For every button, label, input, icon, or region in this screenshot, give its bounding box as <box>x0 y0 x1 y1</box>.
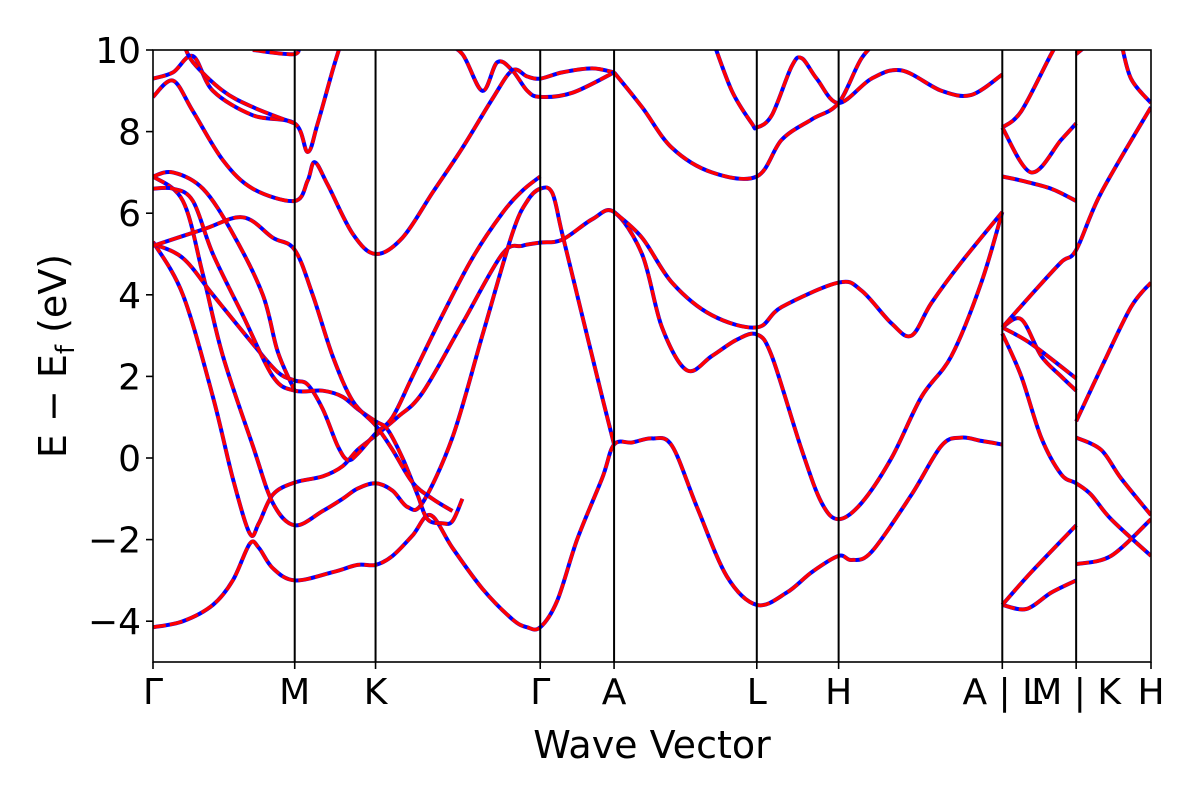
y-tick-label-6: 8 <box>118 113 141 154</box>
x-tick-label-2: K <box>364 672 389 713</box>
band-line-b-22 <box>1000 106 1151 329</box>
band-line-b-21 <box>1001 50 1056 129</box>
band-line-b-26 <box>1075 517 1151 566</box>
band-line-a-28 <box>1120 50 1151 105</box>
x-tick-label-4: A <box>602 672 627 713</box>
y-axis-ticks: −4 −2 0 2 4 6 8 10 <box>88 31 153 643</box>
band-line-b-18 <box>1001 316 1078 392</box>
x-tick-label-9: H <box>1137 672 1164 713</box>
x-tick-label-3: Γ <box>530 672 550 713</box>
x-axis-ticks: Γ M K Γ A L H A | LM | K H <box>143 662 1165 713</box>
x-tick-label-7: A | L <box>962 672 1042 713</box>
band-line-b-20 <box>1001 174 1077 203</box>
band-line-b-17 <box>1000 332 1151 558</box>
x-tick-label-8: M | K <box>1031 672 1122 713</box>
band-line-b-16 <box>1000 524 1078 607</box>
y-tick-label-3: 2 <box>118 357 141 398</box>
y-axis-label-main: E − E <box>31 354 75 458</box>
band-line-b-13 <box>714 50 1004 131</box>
band-line-b-8 <box>153 215 454 513</box>
band-line-b-24 <box>1074 281 1151 423</box>
band-line-b-2 <box>153 175 616 528</box>
y-axis-label-subscript: f <box>51 344 81 354</box>
band-line-a-12 <box>612 210 1004 339</box>
y-axis-label: E − Ef (eV) <box>31 254 81 458</box>
y-axis-label-unit: (eV) <box>31 254 75 345</box>
band-line-a-13 <box>714 50 1004 131</box>
y-tick-label-4: 4 <box>118 276 141 317</box>
band-line-b-19 <box>1001 325 1078 380</box>
band-line-b-5 <box>153 170 297 392</box>
band-line-a-0 <box>153 435 1003 632</box>
band-line-a-4 <box>153 185 465 526</box>
band-line-a-14 <box>612 50 871 181</box>
y-tick-label-7: 10 <box>95 31 141 72</box>
band-line-b-9 <box>184 50 296 126</box>
band-line-b-12 <box>612 210 1004 339</box>
band-line-b-15 <box>1001 578 1077 612</box>
band-line-b-4 <box>153 186 465 526</box>
band-line-a-26 <box>1075 517 1151 567</box>
band-line-b-27 <box>1075 50 1084 56</box>
high-symmetry-lines <box>293 50 1078 662</box>
y-tick-label-5: 6 <box>118 194 141 235</box>
x-axis-label: Wave Vector <box>533 723 771 767</box>
band-line-b-25 <box>1075 435 1151 517</box>
band-line-b-0 <box>153 435 1003 632</box>
band-line-b-7 <box>153 50 341 154</box>
y-tick-label-2: 0 <box>118 439 141 480</box>
x-tick-label-1: M <box>279 672 310 713</box>
band-line-b-11 <box>455 50 615 99</box>
x-tick-label-5: L <box>747 672 767 713</box>
band-line-b-28 <box>1121 50 1151 105</box>
x-tick-label-0: Γ <box>143 672 163 713</box>
x-tick-label-6: H <box>825 672 852 713</box>
y-tick-label-1: −2 <box>88 521 141 562</box>
band-line-b-14 <box>612 50 871 181</box>
band-line-b-23 <box>1000 122 1078 175</box>
plot-frame <box>152 49 1152 663</box>
y-tick-label-0: −4 <box>88 602 141 643</box>
band-line-b-3 <box>153 175 542 463</box>
